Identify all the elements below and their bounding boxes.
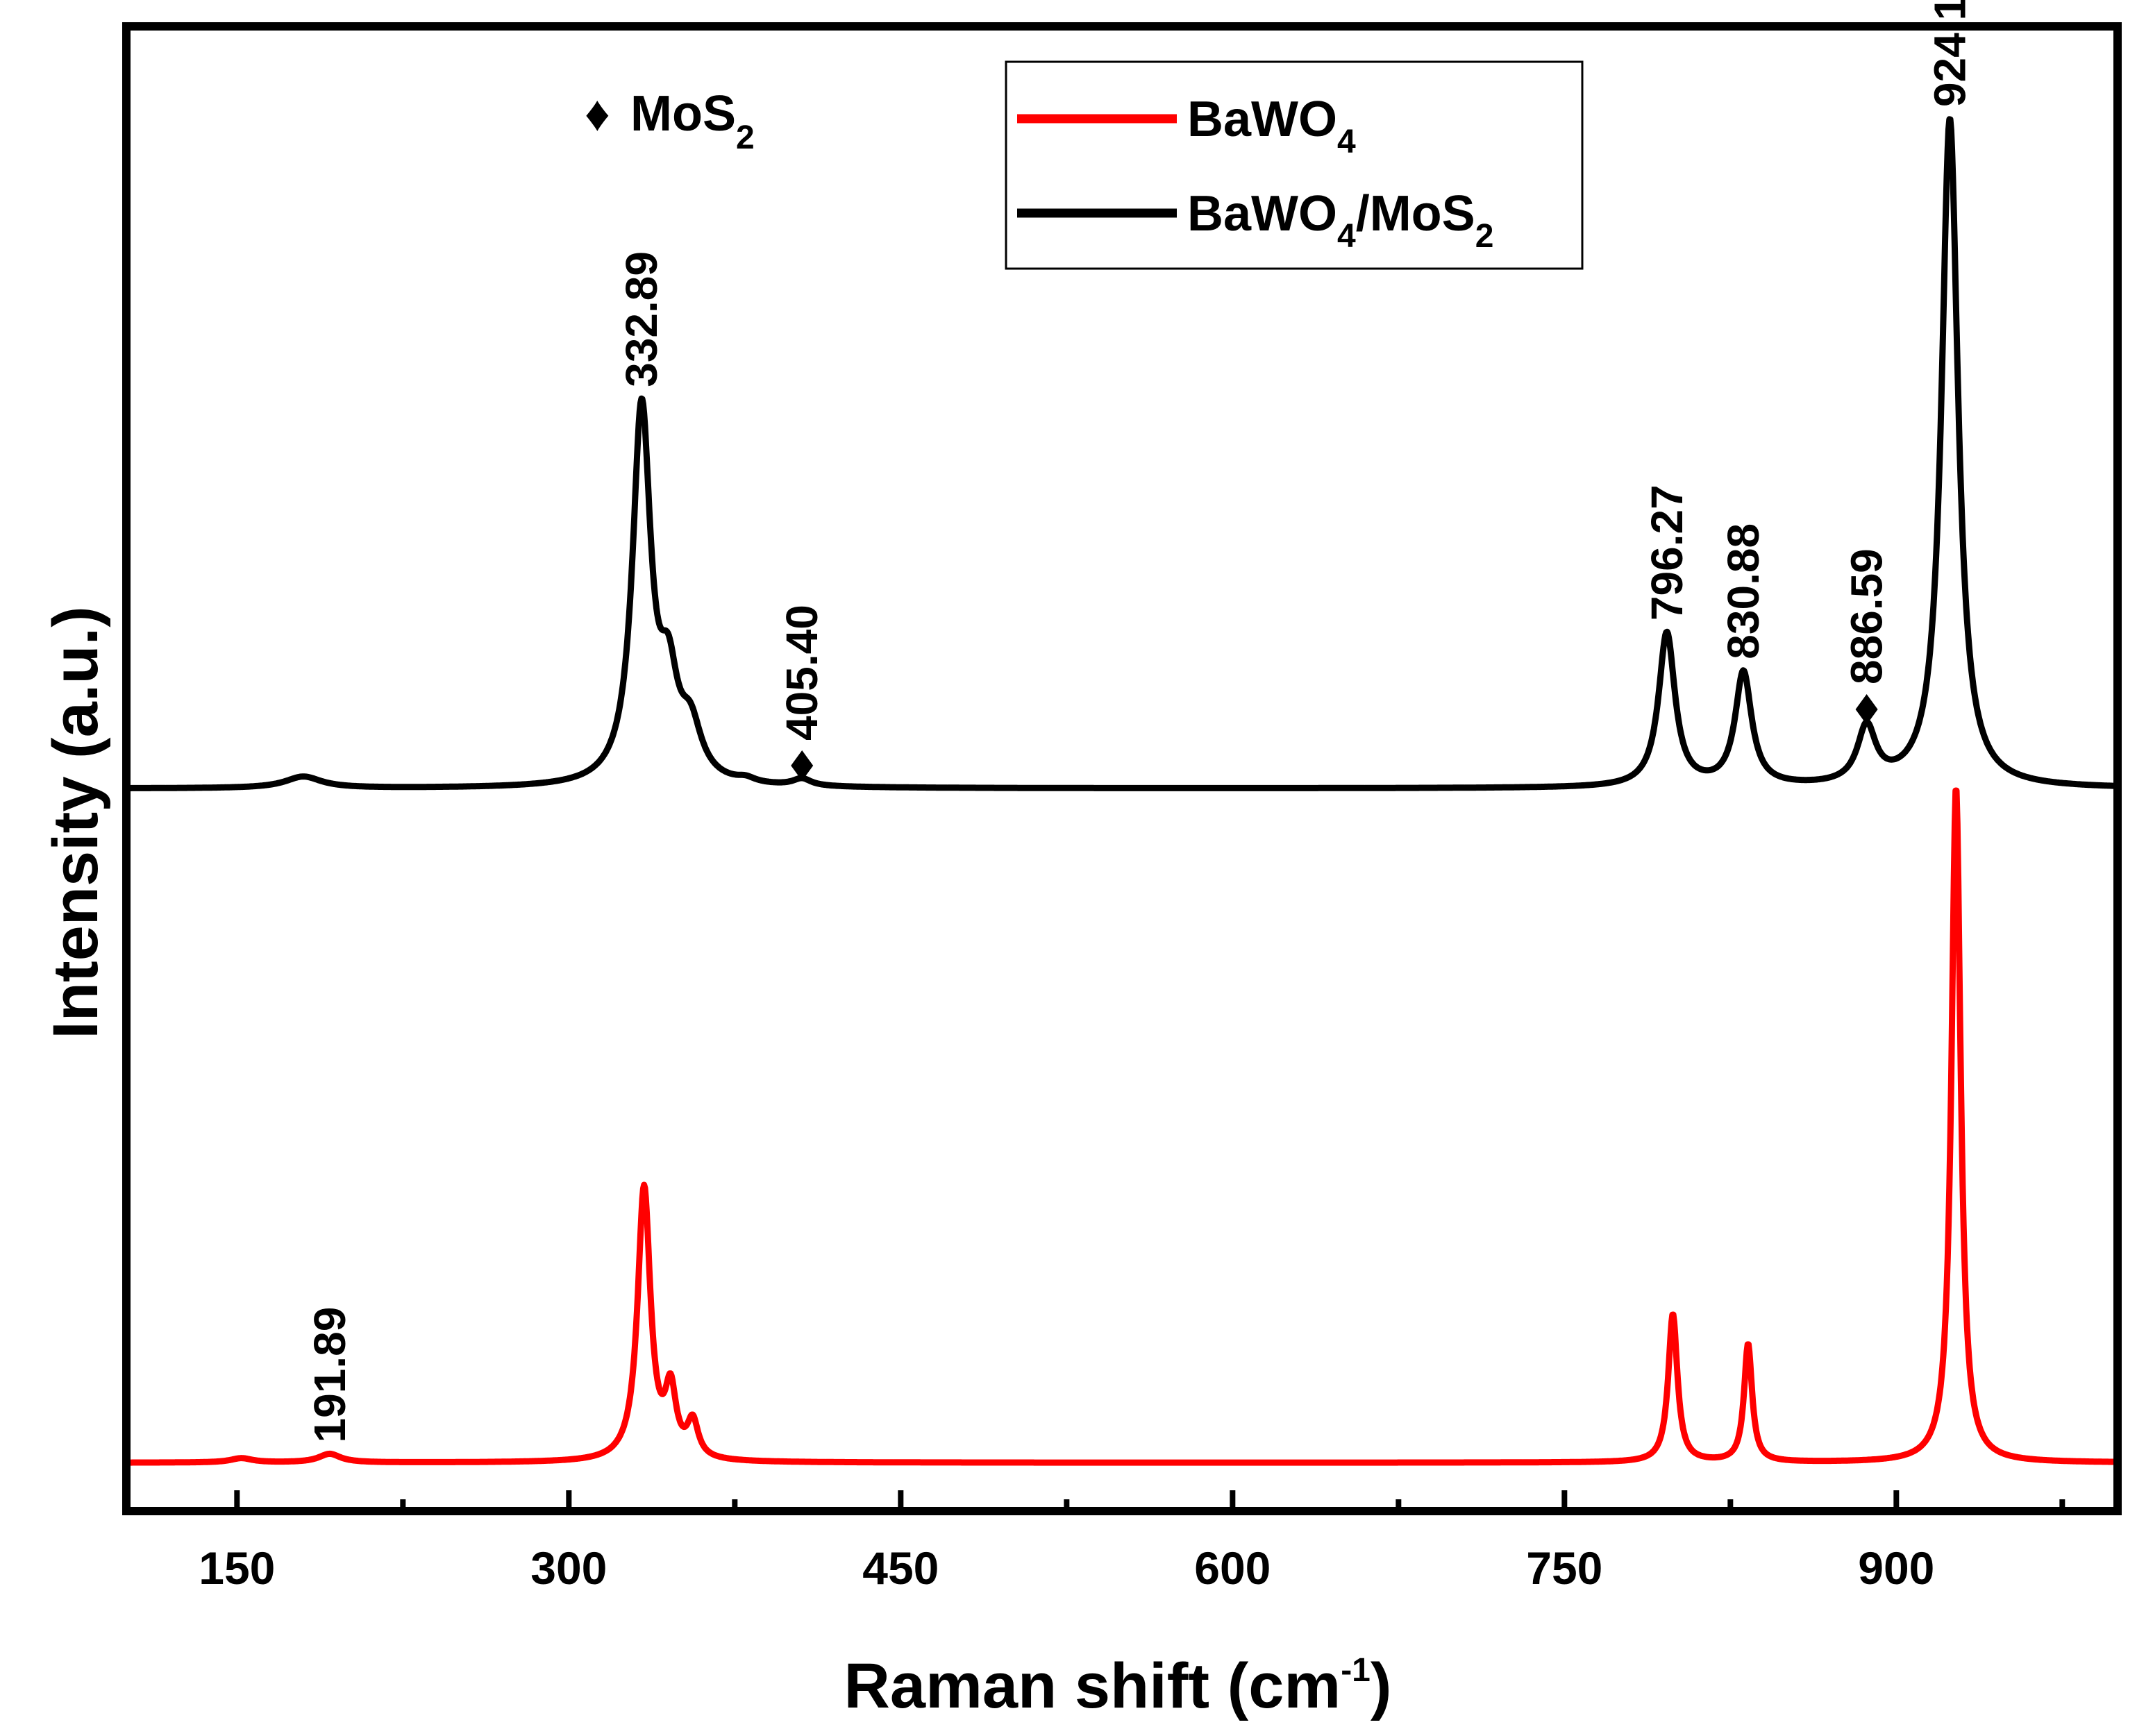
marker-legend-symbol: ♦ [585,86,610,142]
x-axis-ticks: 150 300 450 600 750 900 [199,1490,2065,1594]
peak-labels-layer: 332.89 405.40 796.27 830.88 886.59 924.19 191.… [305,0,1975,1442]
x-tick-label: 600 [1194,1542,1271,1594]
peak-label: 191.89 [305,1307,355,1443]
peak-label: 886.59 [1842,548,1892,684]
x-tick-label: 900 [1858,1542,1934,1594]
plot-frame [122,22,2122,1515]
peak-label: 405.40 [777,605,827,741]
mos2-marker-icon [791,750,814,781]
peak-label: 332.89 [617,251,667,387]
marker-legend: ♦ MoS2 [585,86,755,156]
peak-label: 924.19 [1925,0,1975,107]
x-tick-label: 450 [862,1542,939,1594]
series-line-bawo4 [124,787,2120,1466]
y-axis-title: Intensity (a.u.) [40,606,111,1039]
x-tick-label: 150 [199,1542,275,1594]
series-line-composite [124,116,2120,791]
x-tick-label: 750 [1526,1542,1602,1594]
marker-legend-label: MoS2 [630,86,755,156]
legend-box [1005,60,1584,270]
legend-label-bawo4: BaWO4 [1187,92,1356,160]
curves-layer [124,116,2120,1466]
mos2-marker-icon [1855,693,1878,725]
legend: BaWO4 BaWO4/MoS2 [1005,60,1584,270]
legend-label-composite: BaWO4/MoS2 [1187,186,1493,255]
x-axis-title: Raman shift (cm-1) [844,1651,1391,1721]
x-tick-label: 300 [530,1542,607,1594]
peak-label: 796.27 [1642,484,1692,621]
peak-label: 830.88 [1718,523,1768,659]
